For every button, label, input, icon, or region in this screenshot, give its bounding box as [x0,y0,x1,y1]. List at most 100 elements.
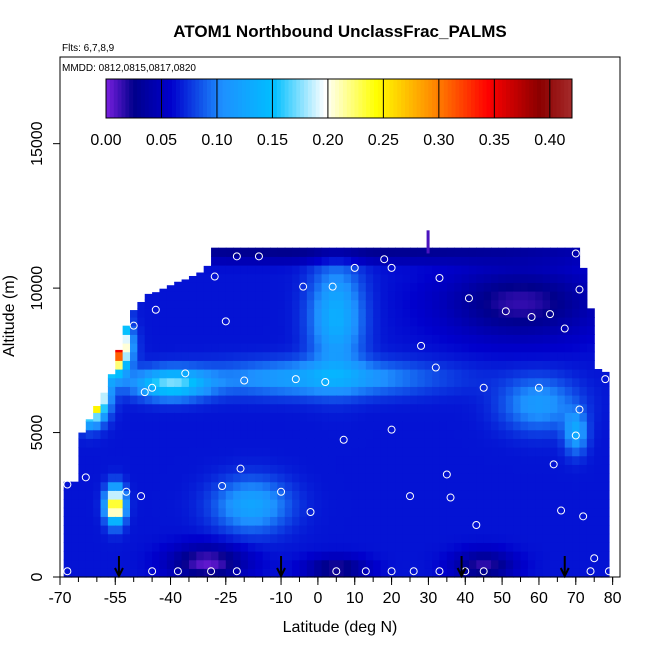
heatmap-cell [572,481,581,491]
heatmap-cell [594,438,603,448]
heatmap-cell [255,256,264,266]
colorbar-segment [168,79,173,118]
colorbar-segment [129,79,134,118]
heatmap-cell [240,533,249,543]
heatmap-cell [557,291,566,301]
heatmap-cell [373,377,382,387]
heatmap-cell [572,412,581,422]
heatmap-cell [550,351,558,361]
heatmap-cell [144,334,153,344]
heatmap-cell [240,395,249,405]
heatmap-cell [572,516,581,526]
heatmap-cell [527,351,536,361]
heatmap-cell [115,499,124,509]
heatmap-cell [402,325,411,335]
heatmap-cell [358,447,367,457]
heatmap-cell [572,351,581,361]
heatmap-cell [137,403,146,413]
heatmap-cell [144,403,153,413]
heatmap-cell [292,421,301,431]
heatmap-cell [262,377,271,387]
heatmap-cell [85,516,94,526]
heatmap-cell [586,455,595,465]
heatmap-cell [594,499,603,509]
heatmap-cell [351,429,360,439]
colorbar-segment [206,79,212,118]
heatmap-cell [306,343,315,353]
heatmap-cell [277,386,286,396]
heatmap-cell [351,273,360,283]
heatmap-cell [358,247,367,257]
heatmap-cell [262,256,271,266]
heatmap-cell [498,291,507,301]
heatmap-cell [498,568,507,578]
heatmap-cell [483,273,492,283]
heatmap-cell [292,308,301,318]
heatmap-cell [351,299,360,309]
heatmap-cell [343,273,352,283]
heatmap-cell [306,481,315,491]
heatmap-cell [130,551,138,561]
heatmap-cell [225,351,234,361]
heatmap-cell [107,481,116,491]
colorbar-segment [272,79,278,118]
heatmap-cell [439,256,448,266]
heatmap-cell [410,334,418,344]
heatmap-cell [410,343,418,353]
heatmap-cell [203,551,212,561]
heatmap-cell [233,247,242,257]
heatmap-cell [564,395,573,405]
heatmap-cell [535,429,544,439]
heatmap-cell [306,412,315,422]
heatmap-cell [395,473,404,483]
heatmap-cell [439,481,448,491]
heatmap-cell [262,308,271,318]
heatmap-cell [262,265,271,275]
heatmap-cell [402,464,411,474]
heatmap-cell [343,473,352,483]
heatmap-cell [380,369,389,379]
heatmap-cell [152,568,161,578]
heatmap-cell [196,299,205,309]
heatmap-cell [380,481,389,491]
heatmap-cell [557,412,566,422]
heatmap-cell [314,421,323,431]
sample-point [173,567,182,576]
heatmap-cell [328,525,337,535]
heatmap-cell [402,317,411,327]
heatmap-cell [579,377,588,387]
heatmap-cell [550,403,558,413]
sample-point [417,341,426,350]
heatmap-cell [314,499,323,509]
heatmap-cell [144,293,153,301]
heatmap-cell [255,455,264,465]
heatmap-cell [218,334,227,344]
heatmap-cell [579,499,588,509]
colorbar-tick-label: 0.00 [90,132,121,149]
heatmap-cell [299,455,308,465]
heatmap-cell [432,429,441,439]
heatmap-cell [233,559,242,569]
heatmap-cell [107,499,116,509]
colorbar-segment [381,79,387,118]
heatmap-cell [225,369,234,379]
heatmap-cell [166,285,175,292]
heatmap-cell [277,325,286,335]
heatmap-cell [203,429,212,439]
heatmap-cell [483,516,492,526]
heatmap-cell [410,499,418,509]
heatmap-cell [527,438,536,448]
heatmap-cell [572,325,581,335]
heatmap-cell [270,369,278,379]
heatmap-cell [351,473,360,483]
heatmap-cell [461,369,470,379]
heatmap-cell [159,455,168,465]
heatmap-cell [270,429,278,439]
heatmap-cell [122,464,131,474]
heatmap-cell [247,256,256,266]
heatmap-cell [255,334,264,344]
heatmap-cell [586,412,595,422]
heatmap-cell [130,481,138,491]
heatmap-cell [166,568,175,578]
heatmap-cell [461,473,470,483]
